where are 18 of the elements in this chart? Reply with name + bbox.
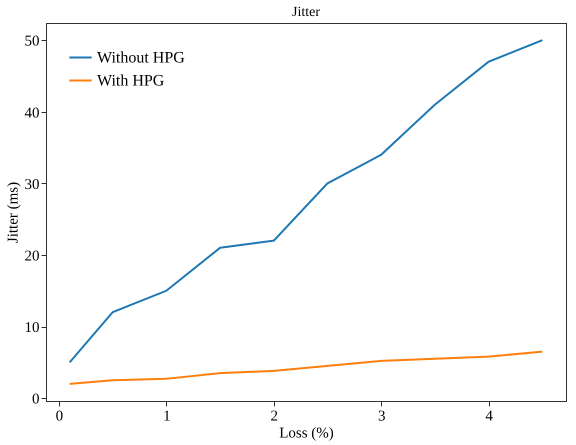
- x-tick-label: 1: [163, 408, 171, 424]
- y-tick-label: 40: [24, 105, 40, 122]
- y-tick-label: 10: [24, 320, 40, 336]
- line-series: [68, 350, 544, 385]
- y-tick-label: 20: [24, 248, 40, 264]
- x-axis-title: Loss (%): [279, 426, 334, 442]
- legend-label: With HPG: [97, 72, 165, 90]
- x-tick-label: 4: [485, 408, 494, 424]
- x-tick-label: 0: [56, 408, 64, 424]
- x-tick-label: 2: [270, 408, 278, 424]
- legend-label: Without HPG: [97, 50, 186, 66]
- chart-title: Jitter: [292, 5, 320, 20]
- y-axis-title: Jitter (ms): [6, 182, 22, 244]
- x-tick-label: 3: [378, 408, 386, 424]
- line-series: [68, 39, 544, 364]
- y-tick-label: 30: [24, 176, 40, 193]
- y-tick-label: 50: [24, 34, 40, 50]
- y-tick-label: 0: [32, 392, 40, 408]
